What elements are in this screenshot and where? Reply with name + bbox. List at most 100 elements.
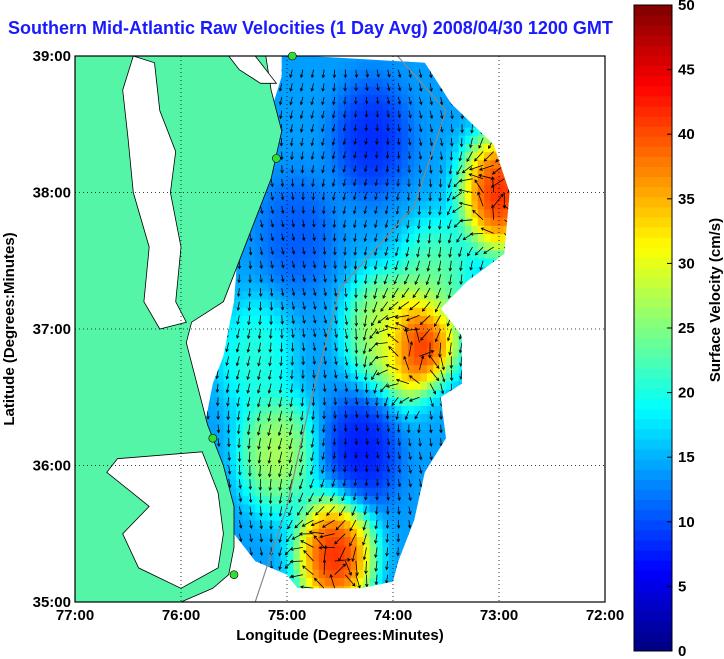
plot-frame: [74, 55, 606, 603]
colorbar-tick-label: 35: [678, 191, 695, 208]
colorbar-segment: [634, 449, 672, 460]
colorbar-segment: [634, 15, 672, 26]
colorbar-tick-label: 45: [678, 62, 695, 79]
colorbar-segment: [634, 156, 672, 167]
colorbar-segment: [634, 640, 672, 652]
colorbar-segment: [634, 297, 672, 309]
colorbar-segment: [634, 479, 672, 490]
chesapeake-bay: [122, 56, 187, 330]
colorbar-segment: [634, 196, 672, 208]
chart-title: Southern Mid-Atlantic Raw Velocities (1 …: [8, 18, 613, 38]
colorbar-tick-label: 25: [678, 320, 695, 337]
colorbar-segment: [634, 590, 672, 602]
colorbar-segment: [634, 550, 672, 561]
y-tick-label: 37:00: [33, 321, 71, 338]
colorbar-segment: [634, 600, 672, 612]
station-marker: [287, 51, 297, 61]
colorbar-segment: [634, 328, 672, 339]
colorbar-tick-label: 50: [678, 0, 695, 14]
x-tick-label: 74:00: [374, 607, 412, 624]
colorbar-segment: [634, 146, 672, 157]
colorbar-segment: [634, 428, 672, 440]
colorbar-segment: [634, 560, 672, 571]
colorbar-tick-label: 0: [678, 643, 686, 659]
colorbar-segment: [634, 166, 672, 178]
colorbar-segment: [634, 257, 672, 268]
colorbar-segment: [634, 368, 672, 379]
colorbar-segment: [634, 459, 672, 470]
colorbar-tick-label: 15: [678, 449, 695, 466]
axis-ticks: 77:00 76:00 75:00 74:00 73:00 72:00 35:00 36:00…: [33, 48, 625, 624]
colorbar-segment: [634, 85, 672, 97]
colorbar-segment: [634, 338, 672, 349]
delaware-bay: [228, 56, 278, 84]
colorbar-segment: [634, 610, 672, 622]
x-tick-label: 77:00: [56, 607, 94, 624]
y-tick-label: 39:00: [33, 48, 71, 65]
colorbar-segment: [634, 216, 672, 228]
colorbar-segment: [634, 95, 672, 107]
colorbar-segment: [634, 25, 672, 36]
colorbar-segment: [634, 418, 672, 430]
x-tick-label: 73:00: [480, 607, 518, 624]
stations: [208, 51, 297, 580]
colorbar-segment: [634, 5, 672, 16]
colorbar-segment: [634, 126, 672, 137]
colorbar-segment: [634, 227, 672, 238]
x-tick-label: 75:00: [268, 607, 306, 624]
colorbar-tick-label: 5: [678, 578, 686, 595]
colorbar-segment: [634, 388, 672, 400]
colorbar-segment: [634, 136, 672, 147]
colorbar-segment: [634, 237, 672, 248]
colorbar-segment: [634, 408, 672, 420]
grid-lines: [75, 56, 605, 602]
colorbar-segment: [634, 358, 672, 369]
colorbar-segment: [634, 176, 672, 188]
colorbar-segment: [634, 509, 672, 521]
colorbar-segment: [634, 45, 672, 56]
colorbar-segment: [634, 116, 672, 127]
x-axis-label: Longitude (Degrees:Minutes): [236, 627, 444, 644]
colorbar-segment: [634, 206, 672, 218]
colorbar-segment: [634, 499, 672, 511]
colorbar-tick-label: 30: [678, 255, 695, 272]
colorbar-segment: [634, 519, 672, 531]
colorbar-segment: [634, 580, 672, 591]
colorbar-segment: [634, 439, 672, 450]
colorbar-label: Surface Velocity (cm/s): [707, 218, 724, 382]
colorbar-segment: [634, 247, 672, 258]
colorbar-segment: [634, 398, 672, 410]
land-layer: [75, 56, 447, 602]
colorbar-segment: [634, 267, 672, 279]
colorbar-segment: [634, 378, 672, 390]
station-marker: [208, 433, 218, 443]
colorbar-segment: [634, 539, 672, 551]
colorbar-segment: [634, 489, 672, 501]
y-tick-label: 38:00: [33, 185, 71, 202]
colorbar-segment: [634, 620, 672, 632]
colorbar-segment: [634, 186, 672, 198]
colorbar-segment: [634, 75, 672, 87]
colorbar-segment: [634, 469, 672, 480]
y-tick-label: 36:00: [33, 458, 71, 475]
colorbar-segment: [634, 307, 672, 319]
colorbar-tick-label: 10: [678, 514, 695, 531]
colorbar-segment: [634, 630, 672, 642]
y-tick-label: 35:00: [33, 594, 71, 611]
colorbar-segment: [634, 570, 672, 581]
colorbar-segment: [634, 35, 672, 46]
y-axis-label: Latitude (Degrees:Minutes): [1, 232, 18, 425]
colorbar: 0 5 10 15 20 25 30 35 40 45 50: [633, 0, 695, 659]
colorbar-tick-label: 20: [678, 385, 695, 402]
x-tick-label: 72:00: [586, 607, 624, 624]
shelf-isobath: [254, 56, 447, 602]
colorbar-segment: [634, 105, 672, 117]
station-marker: [229, 570, 239, 580]
colorbar-segment: [634, 287, 672, 299]
colorbar-segment: [634, 65, 672, 77]
colorbar-segment: [634, 529, 672, 541]
colorbar-segment: [634, 55, 672, 67]
colorbar-segment: [634, 277, 672, 289]
colorbar-tick-label: 40: [678, 126, 695, 143]
